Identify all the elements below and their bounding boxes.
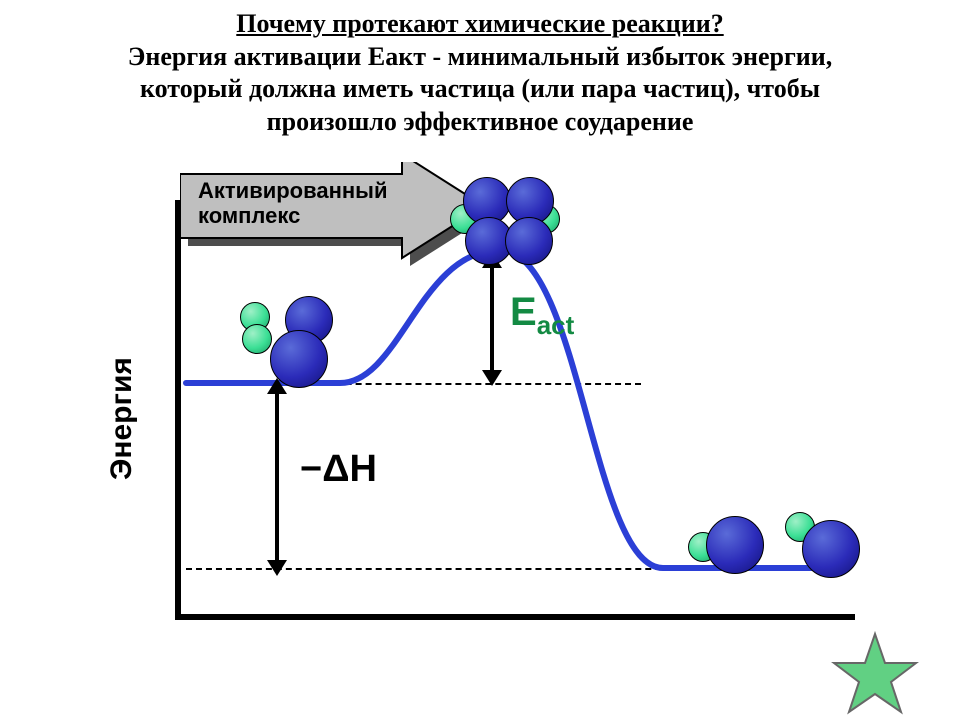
desc-line-3: произошло эффективное соударение [0, 106, 960, 139]
eact-label: Eact [510, 290, 574, 341]
callout-line-2: комплекс [198, 203, 300, 228]
delta-h-label: −ΔH [300, 448, 377, 491]
eact-arrow-line [490, 262, 494, 374]
reactant-green-atom-2 [242, 324, 272, 354]
x-axis [175, 614, 855, 620]
star-icon [830, 630, 920, 720]
diagram-stage: Почему протекают химические реакции? Эне… [0, 0, 960, 720]
delta-h-arrow-head-down [267, 560, 287, 576]
reactant-blue-atom-front [270, 330, 328, 388]
complex-blue-bot-right [505, 217, 553, 265]
product-1-blue [706, 516, 764, 574]
title-block: Почему протекают химические реакции? Эне… [0, 8, 960, 138]
product-2-blue [802, 520, 860, 578]
y-axis-label: Энергия [105, 357, 139, 480]
callout-text: Активированный комплекс [198, 178, 387, 229]
page-title: Почему протекают химические реакции? [0, 8, 960, 41]
reactant-level-line [186, 383, 641, 385]
desc-line-1: Энергия активации Eакт - минимальный изб… [0, 41, 960, 74]
desc-line-2: который должна иметь частица (или пара ч… [0, 73, 960, 106]
delta-h-arrow-line [275, 385, 279, 565]
eact-arrow-head-down [482, 370, 502, 386]
eact-label-sub: act [537, 310, 575, 340]
eact-label-main: E [510, 290, 537, 334]
callout-line-1: Активированный [198, 178, 387, 203]
